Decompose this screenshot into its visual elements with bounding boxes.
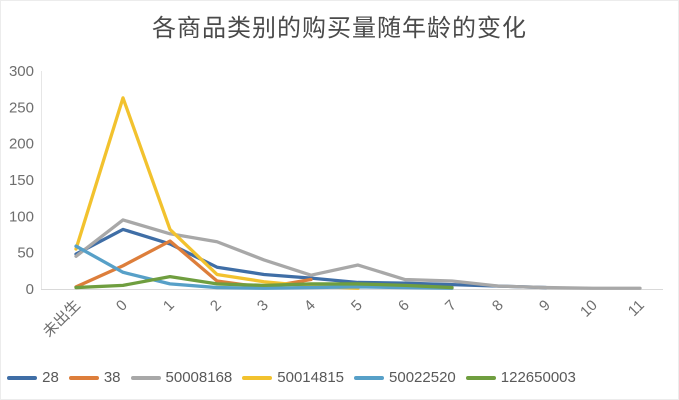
legend-swatch-icon bbox=[68, 375, 99, 380]
legend-label: 50022520 bbox=[389, 369, 456, 386]
x-axis-tick-label: 2 bbox=[207, 297, 225, 315]
series-line-50008168[interactable] bbox=[74, 218, 642, 290]
y-axis-tick-label: 0 bbox=[26, 281, 34, 298]
x-axis-tick-label: 5 bbox=[348, 297, 366, 315]
y-axis-tick-label: 300 bbox=[9, 63, 34, 80]
legend-label: 50014815 bbox=[277, 369, 345, 386]
legend-item-50008168[interactable]: 50008168 bbox=[130, 369, 233, 386]
legend-label: 122650003 bbox=[500, 369, 576, 386]
legend-item-38[interactable]: 38 bbox=[68, 369, 121, 386]
series-line-122650003[interactable] bbox=[74, 274, 454, 290]
legend-item-50022520[interactable]: 50022520 bbox=[354, 369, 456, 386]
x-axis-tick-label: 7 bbox=[442, 297, 460, 315]
series-line-50014815[interactable] bbox=[74, 96, 360, 290]
legend-swatch-icon bbox=[7, 375, 38, 380]
x-axis-tick-label: 4 bbox=[301, 297, 319, 315]
legend-swatch-icon bbox=[354, 375, 385, 380]
legend-item-50014815[interactable]: 50014815 bbox=[242, 369, 344, 386]
x-axis-tick-label: 1 bbox=[160, 297, 178, 315]
legend-label: 38 bbox=[103, 369, 121, 386]
y-axis-tick-label: 150 bbox=[9, 172, 34, 189]
legend-label: 28 bbox=[42, 369, 59, 386]
line-chart-plot-area: 0 50 100 150 200 250 300 未出生 0 1 2 3 4 5 6 7 8 9 10 11 bbox=[9, 63, 663, 341]
x-axis-tick-label: 0 bbox=[113, 297, 131, 315]
x-axis-tick-label: 8 bbox=[489, 297, 507, 315]
chart-title: 各商品类别的购买量随年龄的变化 bbox=[152, 15, 527, 42]
x-axis-tick-label: 9 bbox=[536, 297, 554, 315]
y-axis-tick-label: 50 bbox=[17, 245, 34, 262]
x-axis-tick-label: 10 bbox=[577, 297, 601, 321]
x-axis-tick-label: 11 bbox=[625, 297, 648, 320]
legend-swatch-icon bbox=[465, 375, 496, 380]
x-axis-tick-label: 6 bbox=[395, 297, 413, 315]
legend-label: 50008168 bbox=[165, 369, 233, 386]
x-axis-tick-label: 未出生 bbox=[40, 297, 84, 341]
legend-swatch-icon bbox=[130, 375, 161, 380]
y-axis-tick-label: 200 bbox=[9, 136, 34, 153]
legend-item-28[interactable]: 28 bbox=[7, 369, 59, 386]
legend-item-122650003[interactable]: 122650003 bbox=[465, 369, 576, 386]
y-axis-tick-label: 250 bbox=[9, 99, 34, 116]
y-axis-tick-label: 100 bbox=[9, 208, 34, 225]
series-line-50022520[interactable] bbox=[74, 244, 454, 290]
x-axis-tick-label: 3 bbox=[254, 297, 272, 315]
chart-legend: 28 38 50008168 50014815 50022520 122650003 bbox=[1, 369, 630, 386]
legend-swatch-icon bbox=[242, 375, 273, 380]
